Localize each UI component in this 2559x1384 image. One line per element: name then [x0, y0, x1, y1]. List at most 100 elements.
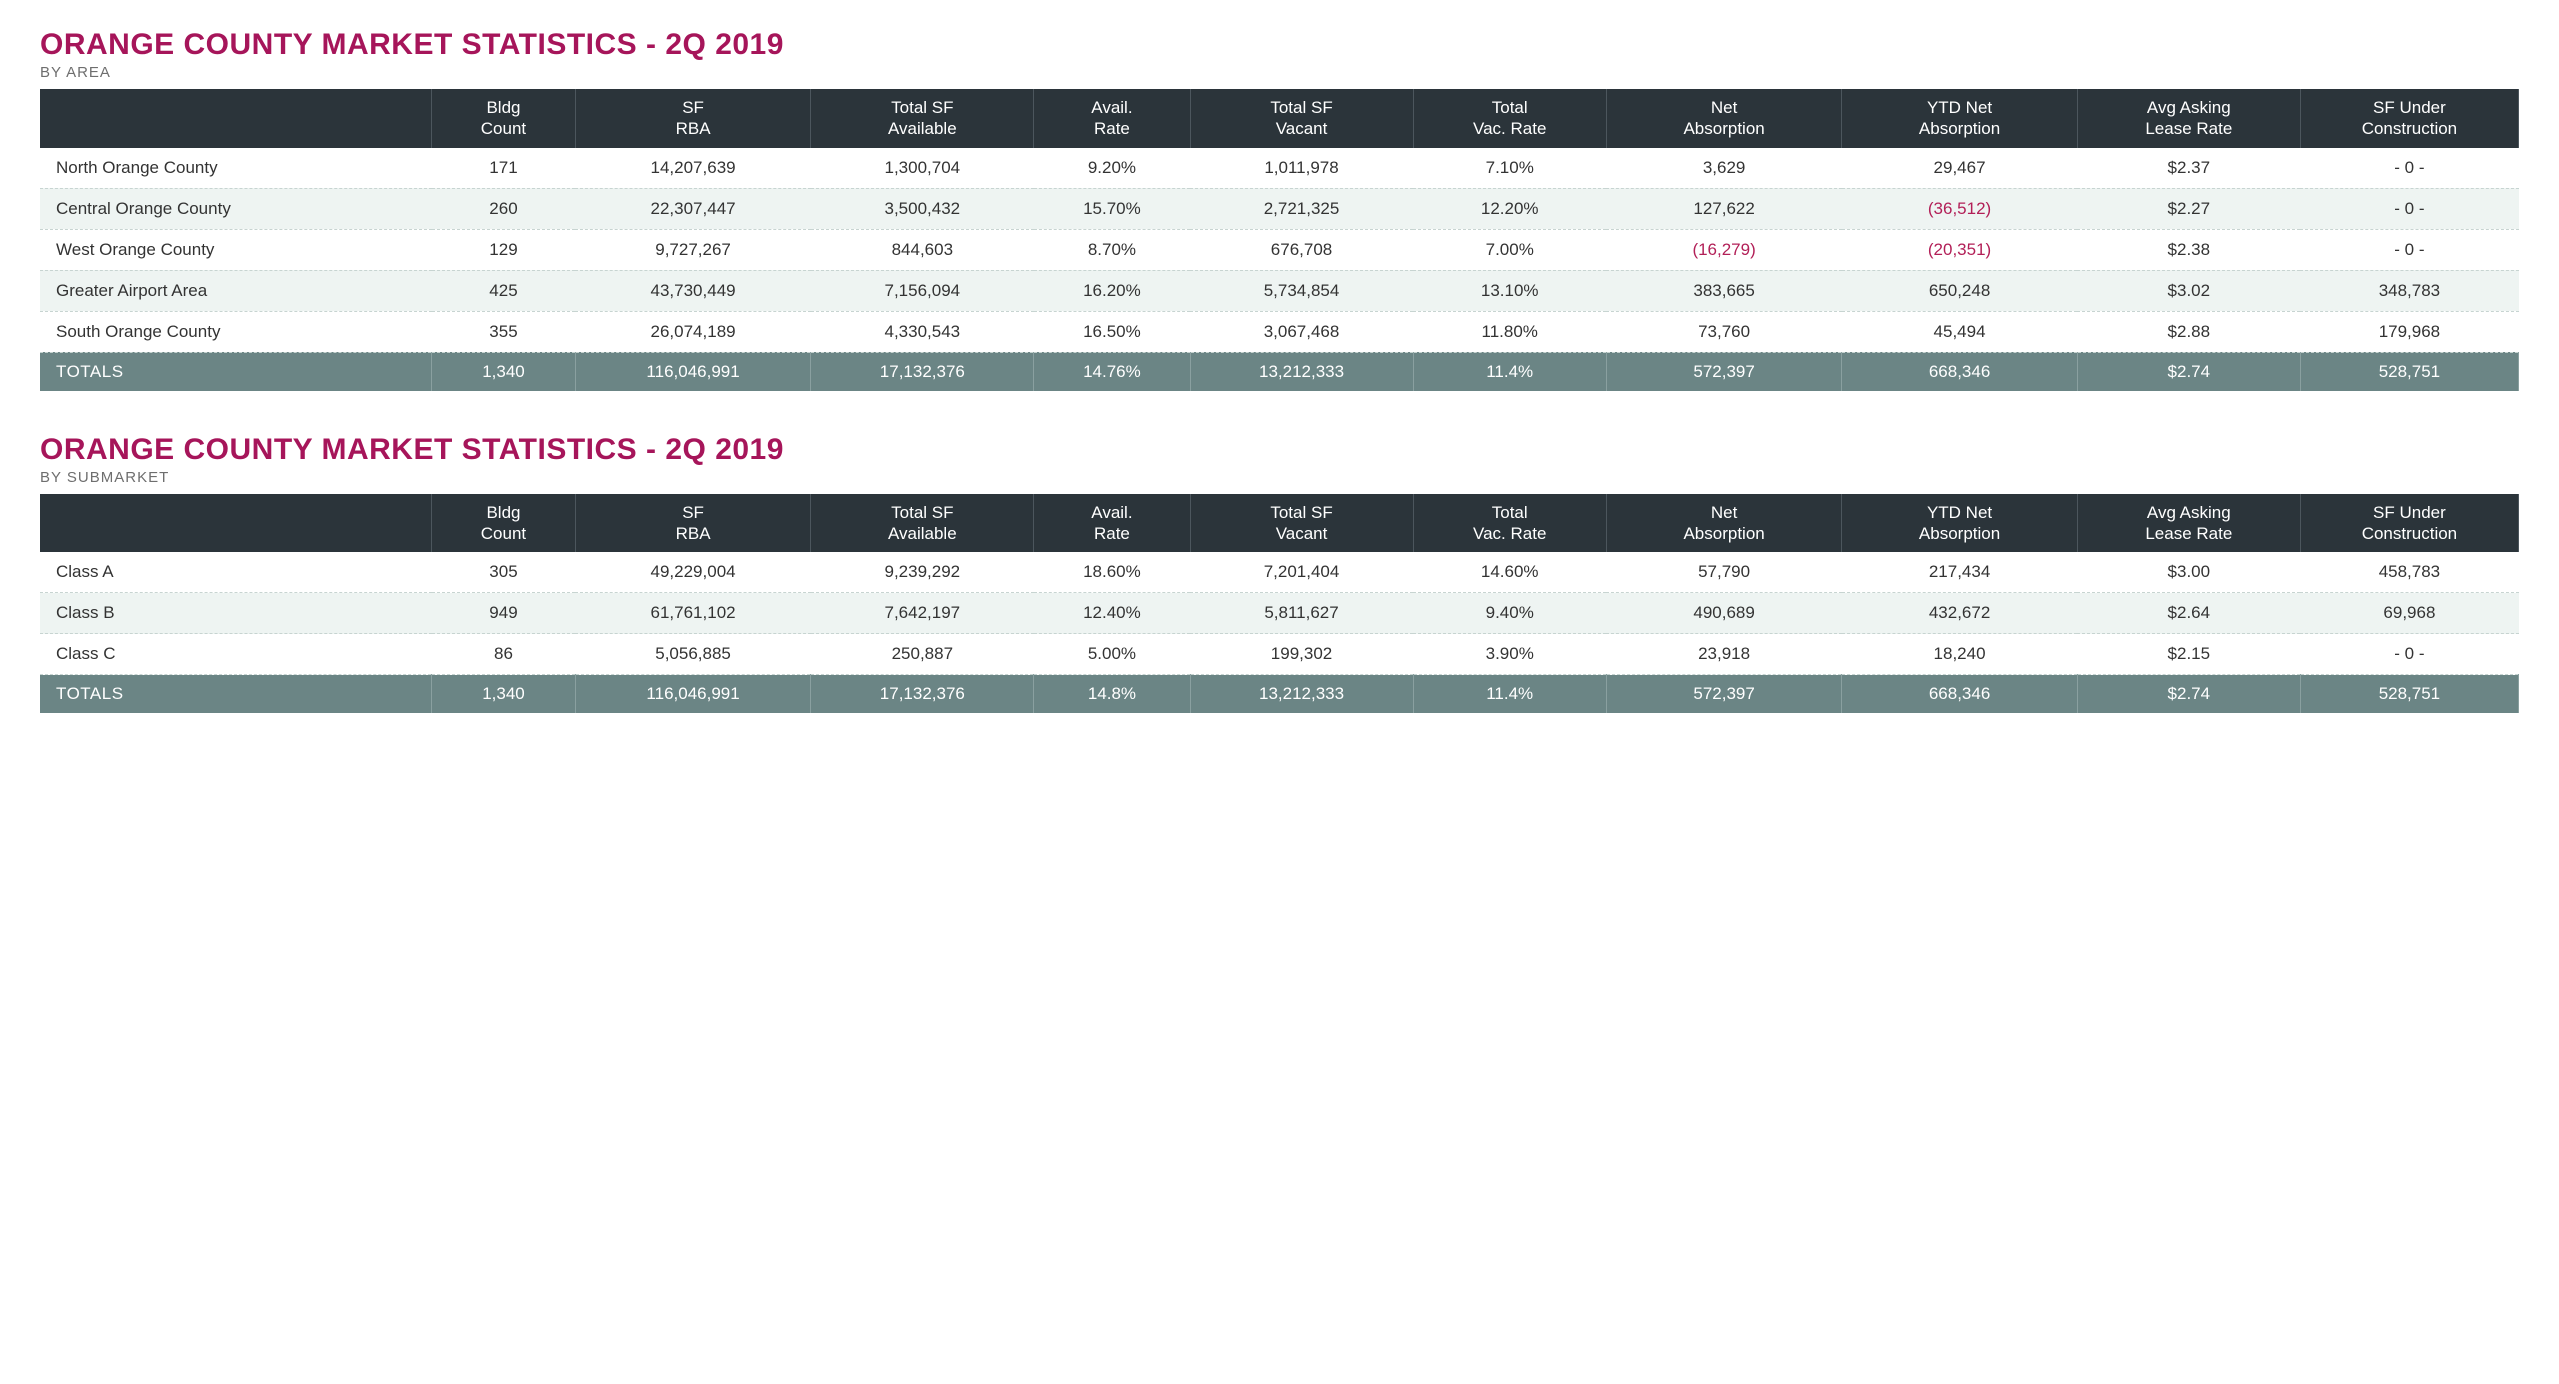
cell: 57,790 — [1606, 552, 1841, 593]
totals-cell: $2.74 — [2077, 352, 2300, 391]
row-label: Class C — [40, 634, 432, 675]
column-header: TotalVac. Rate — [1413, 89, 1606, 148]
cell: $3.00 — [2077, 552, 2300, 593]
cell: 199,302 — [1190, 634, 1413, 675]
row-label: South Orange County — [40, 311, 432, 352]
stats-table: BldgCountSFRBATotal SFAvailableAvail.Rat… — [40, 89, 2519, 391]
cell: 127,622 — [1606, 188, 1841, 229]
totals-row: TOTALS1,340116,046,99117,132,37614.76%13… — [40, 352, 2519, 391]
column-header: Avg AskingLease Rate — [2077, 89, 2300, 148]
cell: 86 — [432, 634, 576, 675]
column-header: BldgCount — [432, 494, 576, 553]
totals-label: TOTALS — [40, 675, 432, 714]
cell: 305 — [432, 552, 576, 593]
cell: 9.40% — [1413, 593, 1606, 634]
cell: - 0 - — [2300, 188, 2518, 229]
stats-table: BldgCountSFRBATotal SFAvailableAvail.Rat… — [40, 494, 2519, 714]
cell: 3,500,432 — [811, 188, 1034, 229]
cell: 26,074,189 — [575, 311, 810, 352]
column-header: Avail.Rate — [1034, 89, 1190, 148]
section-subtitle: BY SUBMARKET — [40, 469, 2519, 486]
cell: 5,056,885 — [575, 634, 810, 675]
totals-cell: 528,751 — [2300, 352, 2518, 391]
cell: 13.10% — [1413, 270, 1606, 311]
cell: 16.50% — [1034, 311, 1190, 352]
cell: $2.37 — [2077, 148, 2300, 189]
cell: 949 — [432, 593, 576, 634]
cell: $3.02 — [2077, 270, 2300, 311]
column-header: SF UnderConstruction — [2300, 89, 2518, 148]
cell: 61,761,102 — [575, 593, 810, 634]
cell: 3,067,468 — [1190, 311, 1413, 352]
cell: 23,918 — [1606, 634, 1841, 675]
totals-cell: 13,212,333 — [1190, 675, 1413, 714]
cell: 3,629 — [1606, 148, 1841, 189]
table-header: BldgCountSFRBATotal SFAvailableAvail.Rat… — [40, 494, 2519, 553]
report-root: ORANGE COUNTY MARKET STATISTICS - 2Q 201… — [40, 28, 2519, 713]
totals-cell: 17,132,376 — [811, 352, 1034, 391]
table-row: Greater Airport Area42543,730,4497,156,0… — [40, 270, 2519, 311]
cell: 5.00% — [1034, 634, 1190, 675]
cell: 1,300,704 — [811, 148, 1034, 189]
table-section: ORANGE COUNTY MARKET STATISTICS - 2Q 201… — [40, 28, 2519, 391]
cell: 29,467 — [1842, 148, 2077, 189]
cell: 7,642,197 — [811, 593, 1034, 634]
cell: 4,330,543 — [811, 311, 1034, 352]
cell: 16.20% — [1034, 270, 1190, 311]
cell: 355 — [432, 311, 576, 352]
cell: $2.15 — [2077, 634, 2300, 675]
totals-cell: 528,751 — [2300, 675, 2518, 714]
cell: 348,783 — [2300, 270, 2518, 311]
row-label: Class B — [40, 593, 432, 634]
cell: 9,239,292 — [811, 552, 1034, 593]
cell: 260 — [432, 188, 576, 229]
cell: 7.10% — [1413, 148, 1606, 189]
table-section: ORANGE COUNTY MARKET STATISTICS - 2Q 201… — [40, 433, 2519, 714]
table-row: North Orange County17114,207,6391,300,70… — [40, 148, 2519, 189]
totals-cell: $2.74 — [2077, 675, 2300, 714]
table-row: Class A30549,229,0049,239,29218.60%7,201… — [40, 552, 2519, 593]
cell: 490,689 — [1606, 593, 1841, 634]
cell: - 0 - — [2300, 634, 2518, 675]
totals-cell: 14.76% — [1034, 352, 1190, 391]
cell: - 0 - — [2300, 229, 2518, 270]
totals-cell: 14.8% — [1034, 675, 1190, 714]
cell: $2.38 — [2077, 229, 2300, 270]
column-header: Total SFAvailable — [811, 89, 1034, 148]
totals-cell: 1,340 — [432, 675, 576, 714]
cell: - 0 - — [2300, 148, 2518, 189]
cell: 73,760 — [1606, 311, 1841, 352]
column-header: TotalVac. Rate — [1413, 494, 1606, 553]
table-row: West Orange County1299,727,267844,6038.7… — [40, 229, 2519, 270]
cell: 3.90% — [1413, 634, 1606, 675]
cell: 11.80% — [1413, 311, 1606, 352]
column-header: YTD NetAbsorption — [1842, 89, 2077, 148]
cell: 14.60% — [1413, 552, 1606, 593]
totals-cell: 116,046,991 — [575, 352, 810, 391]
cell: 432,672 — [1842, 593, 2077, 634]
cell: 129 — [432, 229, 576, 270]
cell: (36,512) — [1842, 188, 2077, 229]
row-label: Greater Airport Area — [40, 270, 432, 311]
cell: 171 — [432, 148, 576, 189]
cell: (16,279) — [1606, 229, 1841, 270]
column-header: SFRBA — [575, 494, 810, 553]
cell: 49,229,004 — [575, 552, 810, 593]
cell: 217,434 — [1842, 552, 2077, 593]
row-label: Central Orange County — [40, 188, 432, 229]
column-header: Avail.Rate — [1034, 494, 1190, 553]
column-header: Total SFVacant — [1190, 89, 1413, 148]
cell: 179,968 — [2300, 311, 2518, 352]
cell: 7,201,404 — [1190, 552, 1413, 593]
section-title: ORANGE COUNTY MARKET STATISTICS - 2Q 201… — [40, 433, 2519, 467]
table-row: Class B94961,761,1027,642,19712.40%5,811… — [40, 593, 2519, 634]
cell: 8.70% — [1034, 229, 1190, 270]
column-header: YTD NetAbsorption — [1842, 494, 2077, 553]
cell: 14,207,639 — [575, 148, 810, 189]
cell: (20,351) — [1842, 229, 2077, 270]
cell: 12.20% — [1413, 188, 1606, 229]
cell: 650,248 — [1842, 270, 2077, 311]
cell: 7,156,094 — [811, 270, 1034, 311]
cell: 5,734,854 — [1190, 270, 1413, 311]
totals-cell: 668,346 — [1842, 352, 2077, 391]
